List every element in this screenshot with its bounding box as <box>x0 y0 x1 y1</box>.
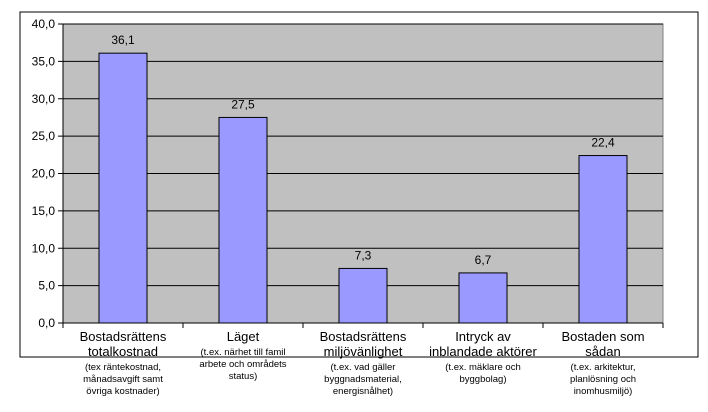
category-sublabel: status) <box>229 371 258 382</box>
category-sublabel: övriga kostnader) <box>86 386 159 397</box>
y-tick-label: 10,0 <box>32 241 56 255</box>
bar <box>98 52 148 324</box>
category-label: Läget <box>227 329 260 344</box>
y-tick-label: 5,0 <box>38 279 55 293</box>
category-sublabel: (t.ex. arkitektur, <box>571 362 636 373</box>
category-sublabel: (t.ex. mäklare och <box>445 362 521 373</box>
data-label: 22,4 <box>591 136 615 150</box>
gridlines <box>63 23 663 287</box>
bar <box>578 155 628 324</box>
category-sublabel: månadsavgift samt <box>83 374 163 385</box>
category-label: inblandade aktörer <box>429 344 537 359</box>
y-tick-label: 40,0 <box>32 17 56 31</box>
y-axis: 0,0 5,0 10,0 15,0 20,0 25,0 30,0 35,0 40,0 <box>32 17 64 330</box>
category-sublabel: planlösning och <box>570 374 636 385</box>
category-sublabel: (t.ex. vad gäller <box>331 362 396 373</box>
category-label: miljövänlighet <box>324 344 403 359</box>
y-tick-label: 35,0 <box>32 54 56 68</box>
category-label: Bostadsrättens <box>80 329 167 344</box>
category-sublabel: arbete och områdets <box>199 359 286 370</box>
data-label: 7,3 <box>355 248 372 262</box>
y-tick-label: 25,0 <box>32 129 56 143</box>
category-label: Bostadsrättens <box>320 329 407 344</box>
category-label: totalkostnad <box>88 344 158 359</box>
data-label: 6,7 <box>475 253 492 267</box>
category-sublabel: byggbolag) <box>459 374 506 385</box>
data-label: 36,1 <box>111 33 135 47</box>
data-label: 27,5 <box>231 97 255 111</box>
category-label: Intryck av <box>455 329 511 344</box>
y-tick-label: 0,0 <box>38 316 55 330</box>
y-tick-label: 30,0 <box>32 92 56 106</box>
y-tick-label: 20,0 <box>32 167 56 181</box>
bars: 36,1 27,5 7,3 6,7 22,4 <box>98 33 628 324</box>
y-tick-label: 15,0 <box>32 204 56 218</box>
bar <box>458 272 508 324</box>
bar <box>338 267 388 324</box>
category-sublabel: inomhusmiljö) <box>574 386 633 397</box>
category-sublabel: byggnadsmaterial, <box>324 374 402 385</box>
category-sublabel: (t.ex. närhet till famil <box>201 347 286 358</box>
category-label: sådan <box>585 344 620 359</box>
bar <box>218 116 268 324</box>
category-sublabel: energisnålhet) <box>333 386 393 397</box>
category-sublabel: (tex räntekostnad, <box>85 362 161 373</box>
category-label: Bostaden som <box>561 329 644 344</box>
